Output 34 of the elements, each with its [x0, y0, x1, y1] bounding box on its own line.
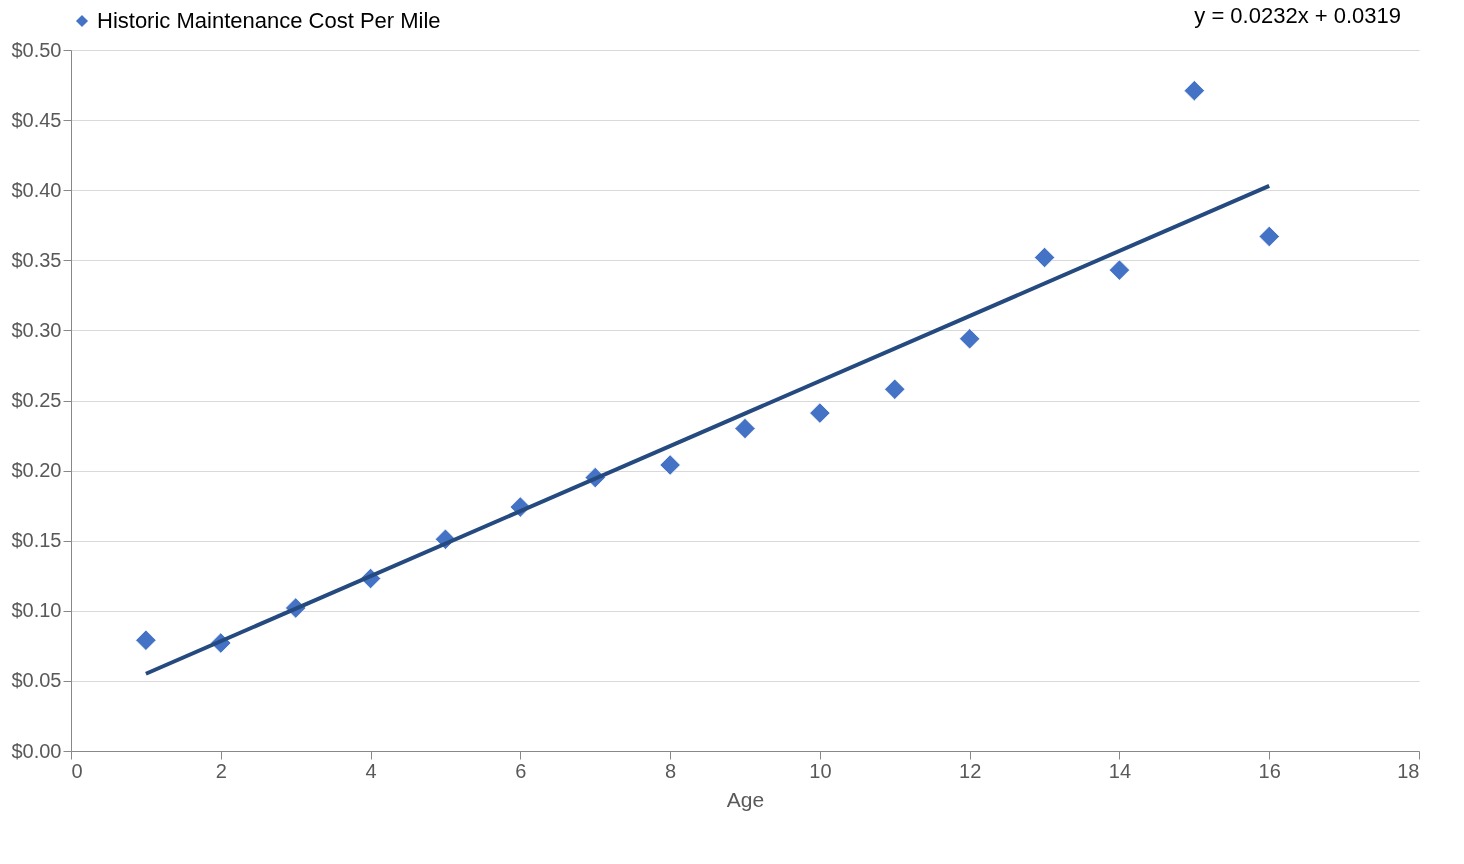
- x-tick-label: 12: [959, 759, 982, 782]
- point: [959, 328, 981, 350]
- x-tick-label: 6: [515, 759, 527, 782]
- x-axis-title: Age: [726, 787, 765, 811]
- point: [1108, 259, 1131, 281]
- x-tick-label: 8: [665, 759, 677, 782]
- y-tick-label: $0.25: [11, 389, 62, 411]
- y-tick-label: $0.20: [11, 459, 62, 482]
- point: [809, 402, 831, 424]
- point: [884, 378, 906, 400]
- x-tick-label: 14: [1108, 759, 1132, 782]
- y-tick-label: $0.05: [11, 669, 62, 692]
- x-tick-label: 2: [215, 759, 227, 782]
- y-tick-label: $0.45: [11, 108, 62, 131]
- point: [1183, 80, 1205, 102]
- point: [734, 417, 756, 440]
- x-tick-label: 0: [71, 759, 83, 782]
- x-tick-label: 4: [365, 759, 377, 782]
- y-tick-label: $0.50: [11, 38, 62, 61]
- point: [1258, 225, 1280, 248]
- legend-label: Historic Maintenance Cost Per Mile: [97, 8, 441, 33]
- point: [1033, 246, 1056, 269]
- x-tick-label: 16: [1258, 759, 1281, 782]
- text: y = 0.0232x + 0.0319: [1194, 3, 1401, 28]
- y-tick-label: $0.35: [11, 248, 62, 271]
- y-tick-label: $0.15: [11, 529, 62, 552]
- y-tick-label: $0.30: [11, 318, 62, 341]
- point: [659, 454, 681, 476]
- y-tick-label: $0.00: [11, 739, 62, 762]
- y-tick-label: $0.10: [11, 599, 62, 622]
- x-tick-label: 10: [809, 759, 832, 782]
- point: [135, 629, 157, 651]
- y-tick-label: $0.40: [11, 178, 62, 201]
- x-tick-label: 18: [1397, 759, 1420, 782]
